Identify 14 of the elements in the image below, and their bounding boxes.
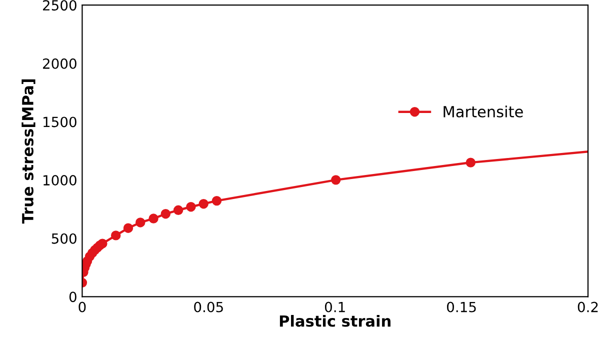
- legend-label: Martensite: [444, 106, 523, 118]
- y-tick-label: 0: [69, 292, 76, 302]
- x-tick-label: 0.2: [578, 302, 598, 312]
- y-tick-label: 500: [52, 233, 76, 244]
- y-tick-label: 1500: [44, 116, 76, 128]
- x-tick-label: 0.05: [194, 302, 223, 312]
- x-tick-label: 0.1: [324, 302, 345, 312]
- y-tick-label: 2500: [43, 0, 76, 11]
- x-tick-label: 0.15: [447, 302, 476, 312]
- y-axis-title: True stress[MPa]: [22, 79, 36, 224]
- x-axis-title: Plastic strain: [280, 314, 390, 327]
- x-tick-label: 0: [78, 302, 86, 312]
- y-tick-label: 1000: [44, 175, 76, 186]
- y-tick-label: 2000: [43, 58, 76, 69]
